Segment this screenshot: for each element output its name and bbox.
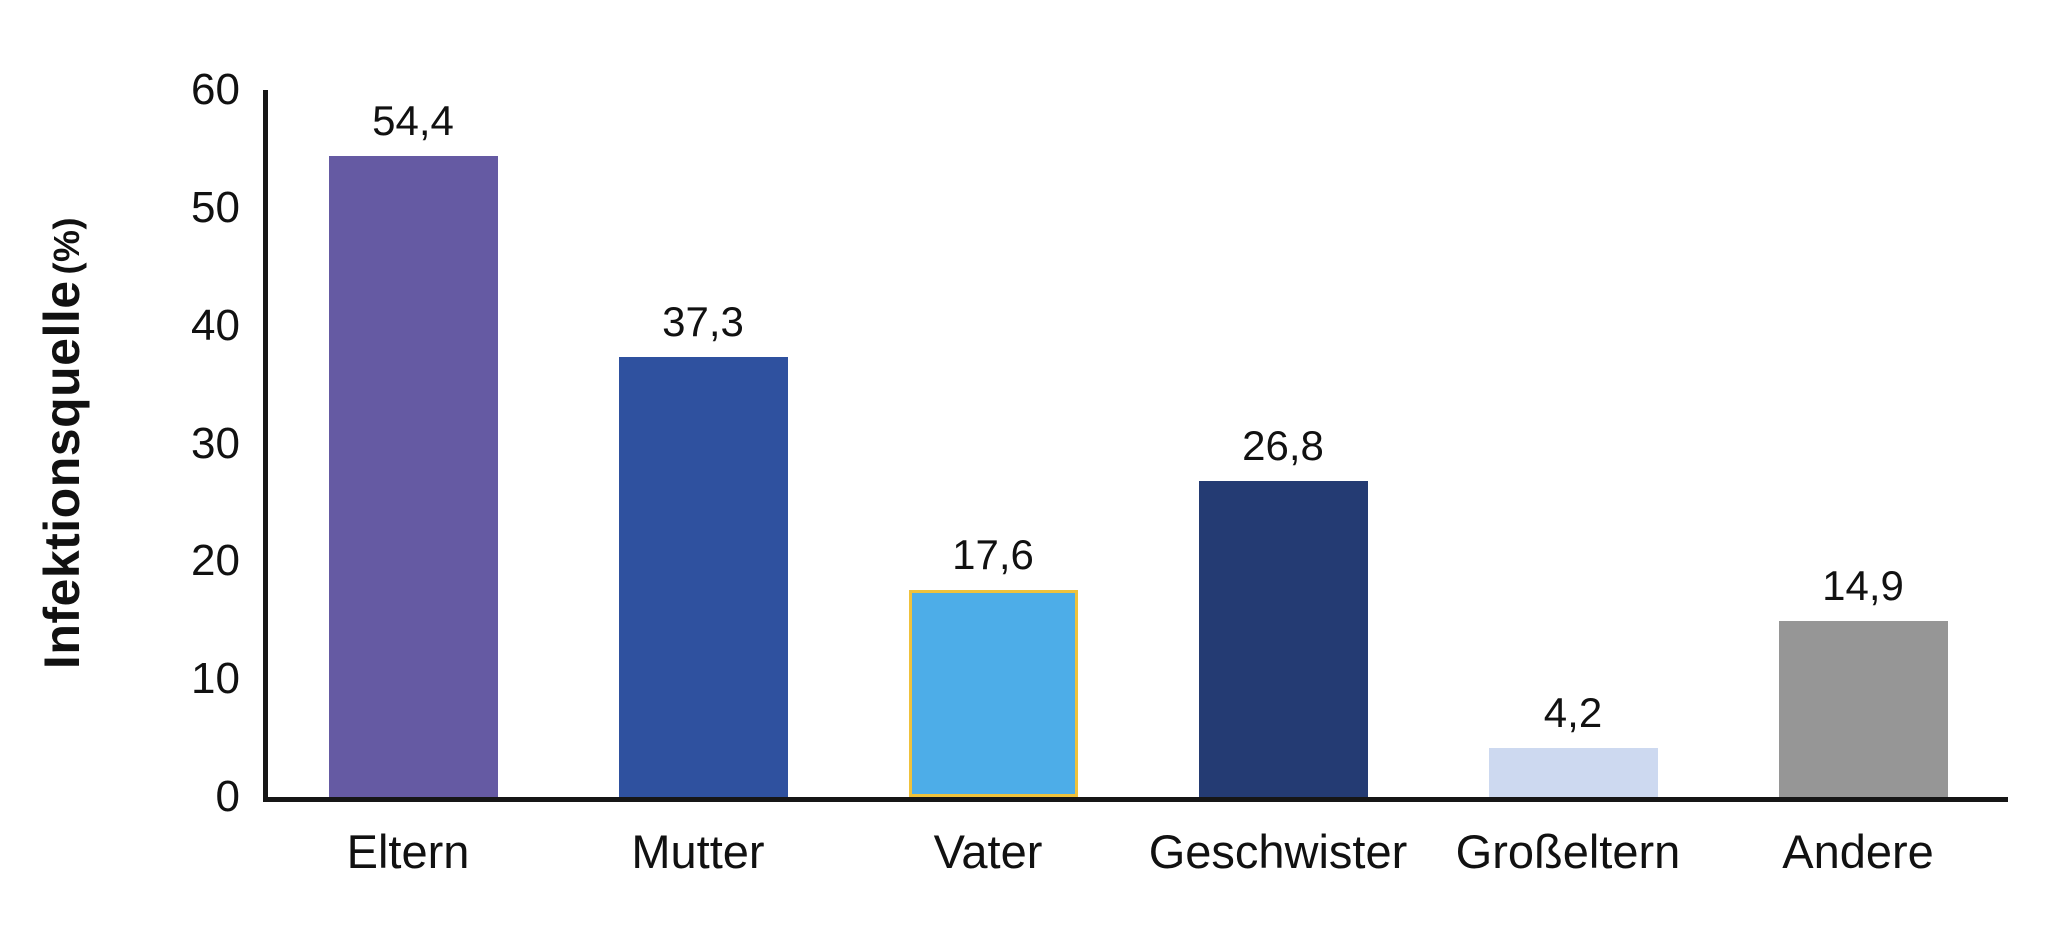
y-tick-label: 20 (191, 536, 240, 586)
x-axis-category-labels: Eltern Mutter Vater Geschwister Großeltern An… (263, 824, 2003, 879)
bar (1198, 481, 1368, 797)
y-tick-label: 30 (191, 418, 240, 468)
bar-value-label: 37,3 (662, 298, 744, 345)
y-tick-label: 0 (215, 772, 240, 821)
bar (618, 357, 788, 797)
plot-area: 54,4 37,3 17,6 26,8 4,2 14,9 (263, 90, 2008, 802)
bar (1488, 748, 1658, 797)
y-tick-label: 60 (191, 65, 240, 114)
bar-slot-vater: 17,6 (848, 90, 1138, 797)
y-axis-tick-labels: 0 10 20 30 40 50 60 (0, 0, 240, 936)
x-category-label: Vater (933, 825, 1043, 878)
y-tick-label: 40 (191, 300, 240, 350)
x-category-label: Andere (1782, 825, 1934, 878)
bar-value-label: 26,8 (1242, 422, 1324, 469)
bar-value-label: 14,9 (1822, 562, 1904, 609)
y-tick-label: 50 (191, 182, 240, 232)
bar-value-label: 17,6 (952, 531, 1034, 578)
bar-value-label: 54,4 (372, 97, 454, 144)
bar (328, 156, 498, 797)
bar-slot-geschwister: 26,8 (1138, 90, 1428, 797)
x-category-label: Großeltern (1455, 825, 1681, 878)
bar-slot-groeltern: 4,2 (1428, 90, 1718, 797)
bar-slot-andere: 14,9 (1718, 90, 2008, 797)
y-tick-label: 10 (191, 654, 240, 704)
bar (908, 590, 1078, 797)
bar-slot-mutter: 37,3 (558, 90, 848, 797)
bars-container: 54,4 37,3 17,6 26,8 4,2 14,9 (268, 90, 2008, 797)
x-category-label: Eltern (346, 825, 470, 878)
bar-value-label: 4,2 (1543, 689, 1603, 736)
bar-slot-eltern: 54,4 (268, 90, 558, 797)
x-category-label: Geschwister (1148, 825, 1408, 878)
bar (1778, 621, 1948, 797)
x-category-label: Mutter (631, 825, 765, 878)
